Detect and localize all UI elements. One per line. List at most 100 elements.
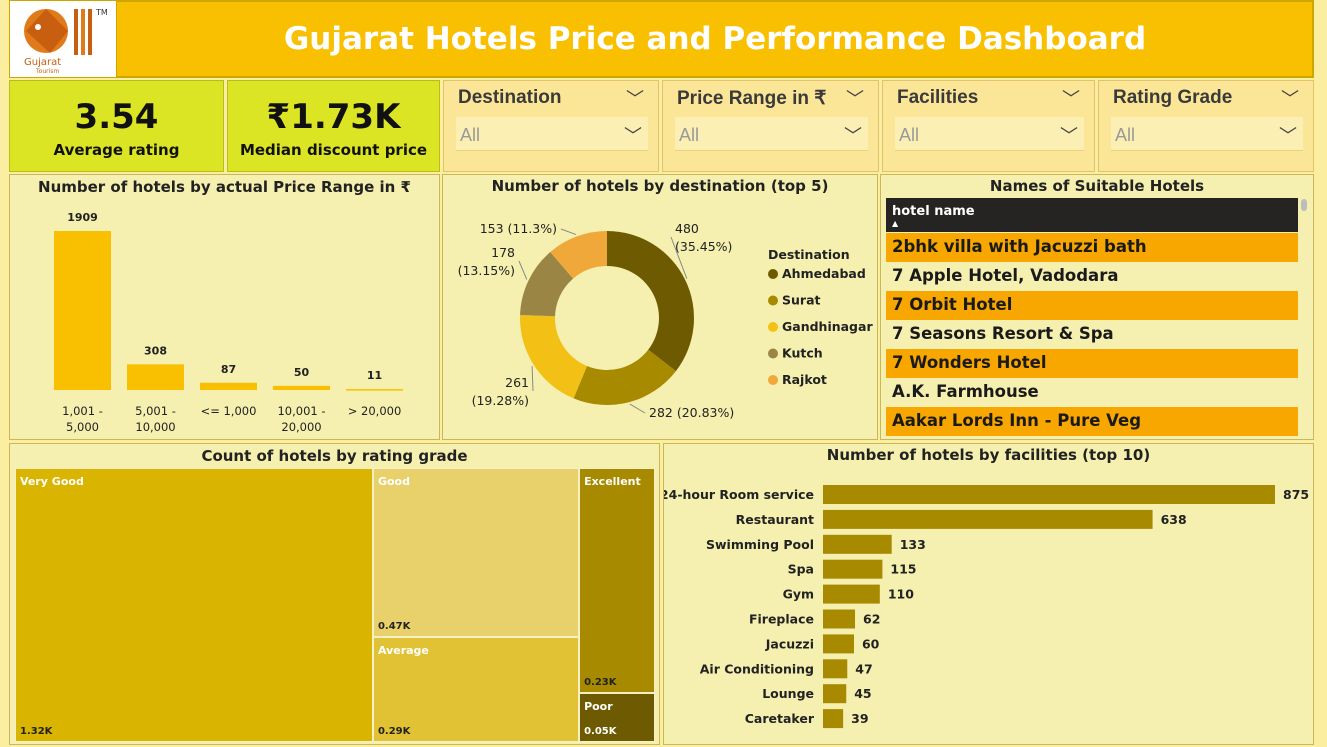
chevron-down-icon[interactable]: ﹀ — [846, 89, 864, 110]
chart-title: Number of hotels by facilities (top 10) — [826, 446, 1151, 464]
slice-data-label: (35.45%) — [675, 239, 732, 254]
slicer-destination[interactable]: Destination ﹀ All ﹀ — [443, 80, 659, 172]
y-tick-label: Jacuzzi — [765, 636, 814, 651]
price-range-bar-chart: 1909 1,001 - 5,000 308 5,001 - 10,000 87 <= 1,0… — [54, 211, 403, 434]
leader-line — [518, 260, 528, 280]
slicer-price-range[interactable]: Price Range in ₹ ﹀ All ﹀ — [662, 80, 879, 172]
facilities-dropdown[interactable]: All ﹀ — [895, 117, 1084, 151]
slicer-title: Facilities — [897, 87, 979, 108]
facilities-chart-panel: Number of hotels by facilities (top 10) … — [663, 443, 1314, 745]
slice-data-label: 480 — [675, 221, 699, 236]
tile-value: 0.47K — [377, 621, 411, 633]
leader-line — [670, 236, 688, 279]
table-row[interactable]: 7 Seasons Resort & Spa — [892, 324, 1114, 343]
scrollbar-thumb[interactable] — [1301, 199, 1307, 211]
price-range-chart-panel: Number of hotels by actual Price Range i… — [9, 174, 440, 440]
logo-text: Gujarat — [24, 57, 61, 68]
slicer-rating-grade[interactable]: Rating Grade ﹀ All ﹀ — [1098, 80, 1314, 172]
bar-data-label: 308 — [144, 344, 167, 357]
tile-label: Poor — [584, 700, 613, 714]
bar-data-label: 60 — [862, 636, 880, 651]
legend-label[interactable]: Rajkot — [782, 372, 827, 387]
tile-value: 0.29K — [377, 725, 411, 737]
donut-slice[interactable] — [520, 252, 574, 317]
destination-dropdown[interactable]: All ﹀ — [456, 117, 648, 151]
bar[interactable] — [823, 609, 856, 629]
bar[interactable] — [823, 534, 892, 554]
kpi-value: ₹1.73K — [266, 97, 401, 137]
bar[interactable] — [346, 389, 403, 391]
y-tick-label: Caretaker — [745, 711, 815, 726]
legend-marker[interactable] — [768, 295, 778, 306]
leader-line — [629, 403, 646, 414]
dropdown-value: All — [460, 125, 481, 145]
slicer-facilities[interactable]: Facilities ﹀ All ﹀ — [882, 80, 1095, 172]
sort-ascending-icon[interactable]: ▲ — [892, 219, 899, 228]
chevron-down-icon[interactable]: ﹀ — [844, 126, 862, 147]
bar[interactable] — [200, 382, 257, 390]
legend-marker[interactable] — [768, 348, 778, 359]
legend-marker[interactable] — [768, 269, 778, 279]
tile-label: Average — [377, 644, 429, 658]
tile-label: Very Good — [20, 475, 84, 488]
treemap-tile[interactable]: Good 0.47K — [372, 468, 580, 638]
tile-value: 0.05K — [584, 725, 617, 737]
donut-slice[interactable] — [573, 349, 676, 405]
legend-label[interactable]: Gandhinagar — [782, 319, 873, 334]
table-row[interactable]: 2bhk villa with Jacuzzi bath — [886, 233, 1298, 262]
bar[interactable] — [823, 659, 848, 679]
legend-label[interactable]: Kutch — [782, 346, 823, 361]
chevron-down-icon[interactable]: ﹀ — [624, 126, 642, 147]
price-range-dropdown[interactable]: All ﹀ — [675, 117, 868, 151]
chart-title: Number of hotels by destination (top 5) — [491, 177, 829, 195]
donut-slice[interactable] — [550, 231, 607, 279]
bar[interactable] — [823, 584, 880, 604]
bar-data-label: 45 — [854, 686, 871, 701]
table-header[interactable]: hotel name ▲ — [886, 198, 1298, 232]
bar[interactable] — [273, 385, 330, 390]
dropdown-value: All — [1115, 125, 1136, 145]
treemap-tile[interactable]: Very Good 1.32K — [15, 468, 373, 742]
table-row[interactable]: 7 Orbit Hotel — [886, 291, 1298, 320]
donut-slice[interactable] — [607, 231, 694, 372]
chevron-down-icon[interactable]: ﹀ — [1060, 126, 1078, 147]
legend-marker[interactable] — [768, 322, 778, 332]
donut-slice[interactable] — [520, 314, 588, 399]
chevron-down-icon[interactable]: ﹀ — [1279, 126, 1297, 147]
y-tick-label: Lounge — [762, 686, 814, 701]
table-row[interactable]: A.K. Farmhouse — [892, 382, 1039, 401]
legend-label[interactable]: Ahmedabad — [782, 266, 866, 281]
chevron-down-icon[interactable]: ﹀ — [1062, 89, 1080, 110]
bar-data-label: 638 — [1161, 512, 1187, 527]
rating-grade-dropdown[interactable]: All ﹀ — [1111, 117, 1303, 151]
chevron-down-icon[interactable]: ﹀ — [626, 89, 644, 110]
bar[interactable] — [823, 709, 844, 729]
slice-data-label: (13.15%) — [458, 263, 515, 278]
bar-data-label: 1909 — [67, 211, 98, 224]
bar[interactable] — [127, 364, 184, 390]
table-row[interactable]: 7 Apple Hotel, Vadodara — [892, 266, 1119, 285]
treemap-tile[interactable]: Average 0.29K — [372, 637, 580, 742]
treemap-tile[interactable]: Excellent 0.23K — [579, 468, 655, 694]
table-row[interactable]: Aakar Lords Inn - Pure Veg — [886, 407, 1298, 436]
bar[interactable] — [823, 509, 1153, 529]
bar[interactable] — [54, 231, 111, 390]
slicer-title: Price Range in ₹ — [677, 88, 827, 109]
bar[interactable] — [823, 559, 883, 579]
chevron-down-icon[interactable]: ﹀ — [1281, 89, 1299, 110]
column-header-hotel-name[interactable]: hotel name — [892, 204, 975, 219]
slice-data-label: (19.28%) — [472, 393, 529, 408]
destination-chart-panel: Number of hotels by destination (top 5) … — [442, 174, 878, 440]
dropdown-value: All — [899, 125, 920, 145]
bar[interactable] — [823, 485, 1275, 504]
bar-data-label: 115 — [890, 562, 916, 577]
kpi-label: Median discount price — [239, 141, 428, 159]
y-tick-label: Spa — [788, 562, 814, 577]
legend-title: Destination — [768, 247, 850, 262]
legend-label[interactable]: Surat — [782, 293, 821, 308]
bar[interactable] — [823, 684, 847, 704]
table-row[interactable]: 7 Wonders Hotel — [886, 349, 1298, 378]
treemap-tile[interactable]: Poor 0.05K — [579, 693, 655, 742]
legend-marker[interactable] — [768, 375, 778, 385]
bar[interactable] — [823, 634, 854, 654]
